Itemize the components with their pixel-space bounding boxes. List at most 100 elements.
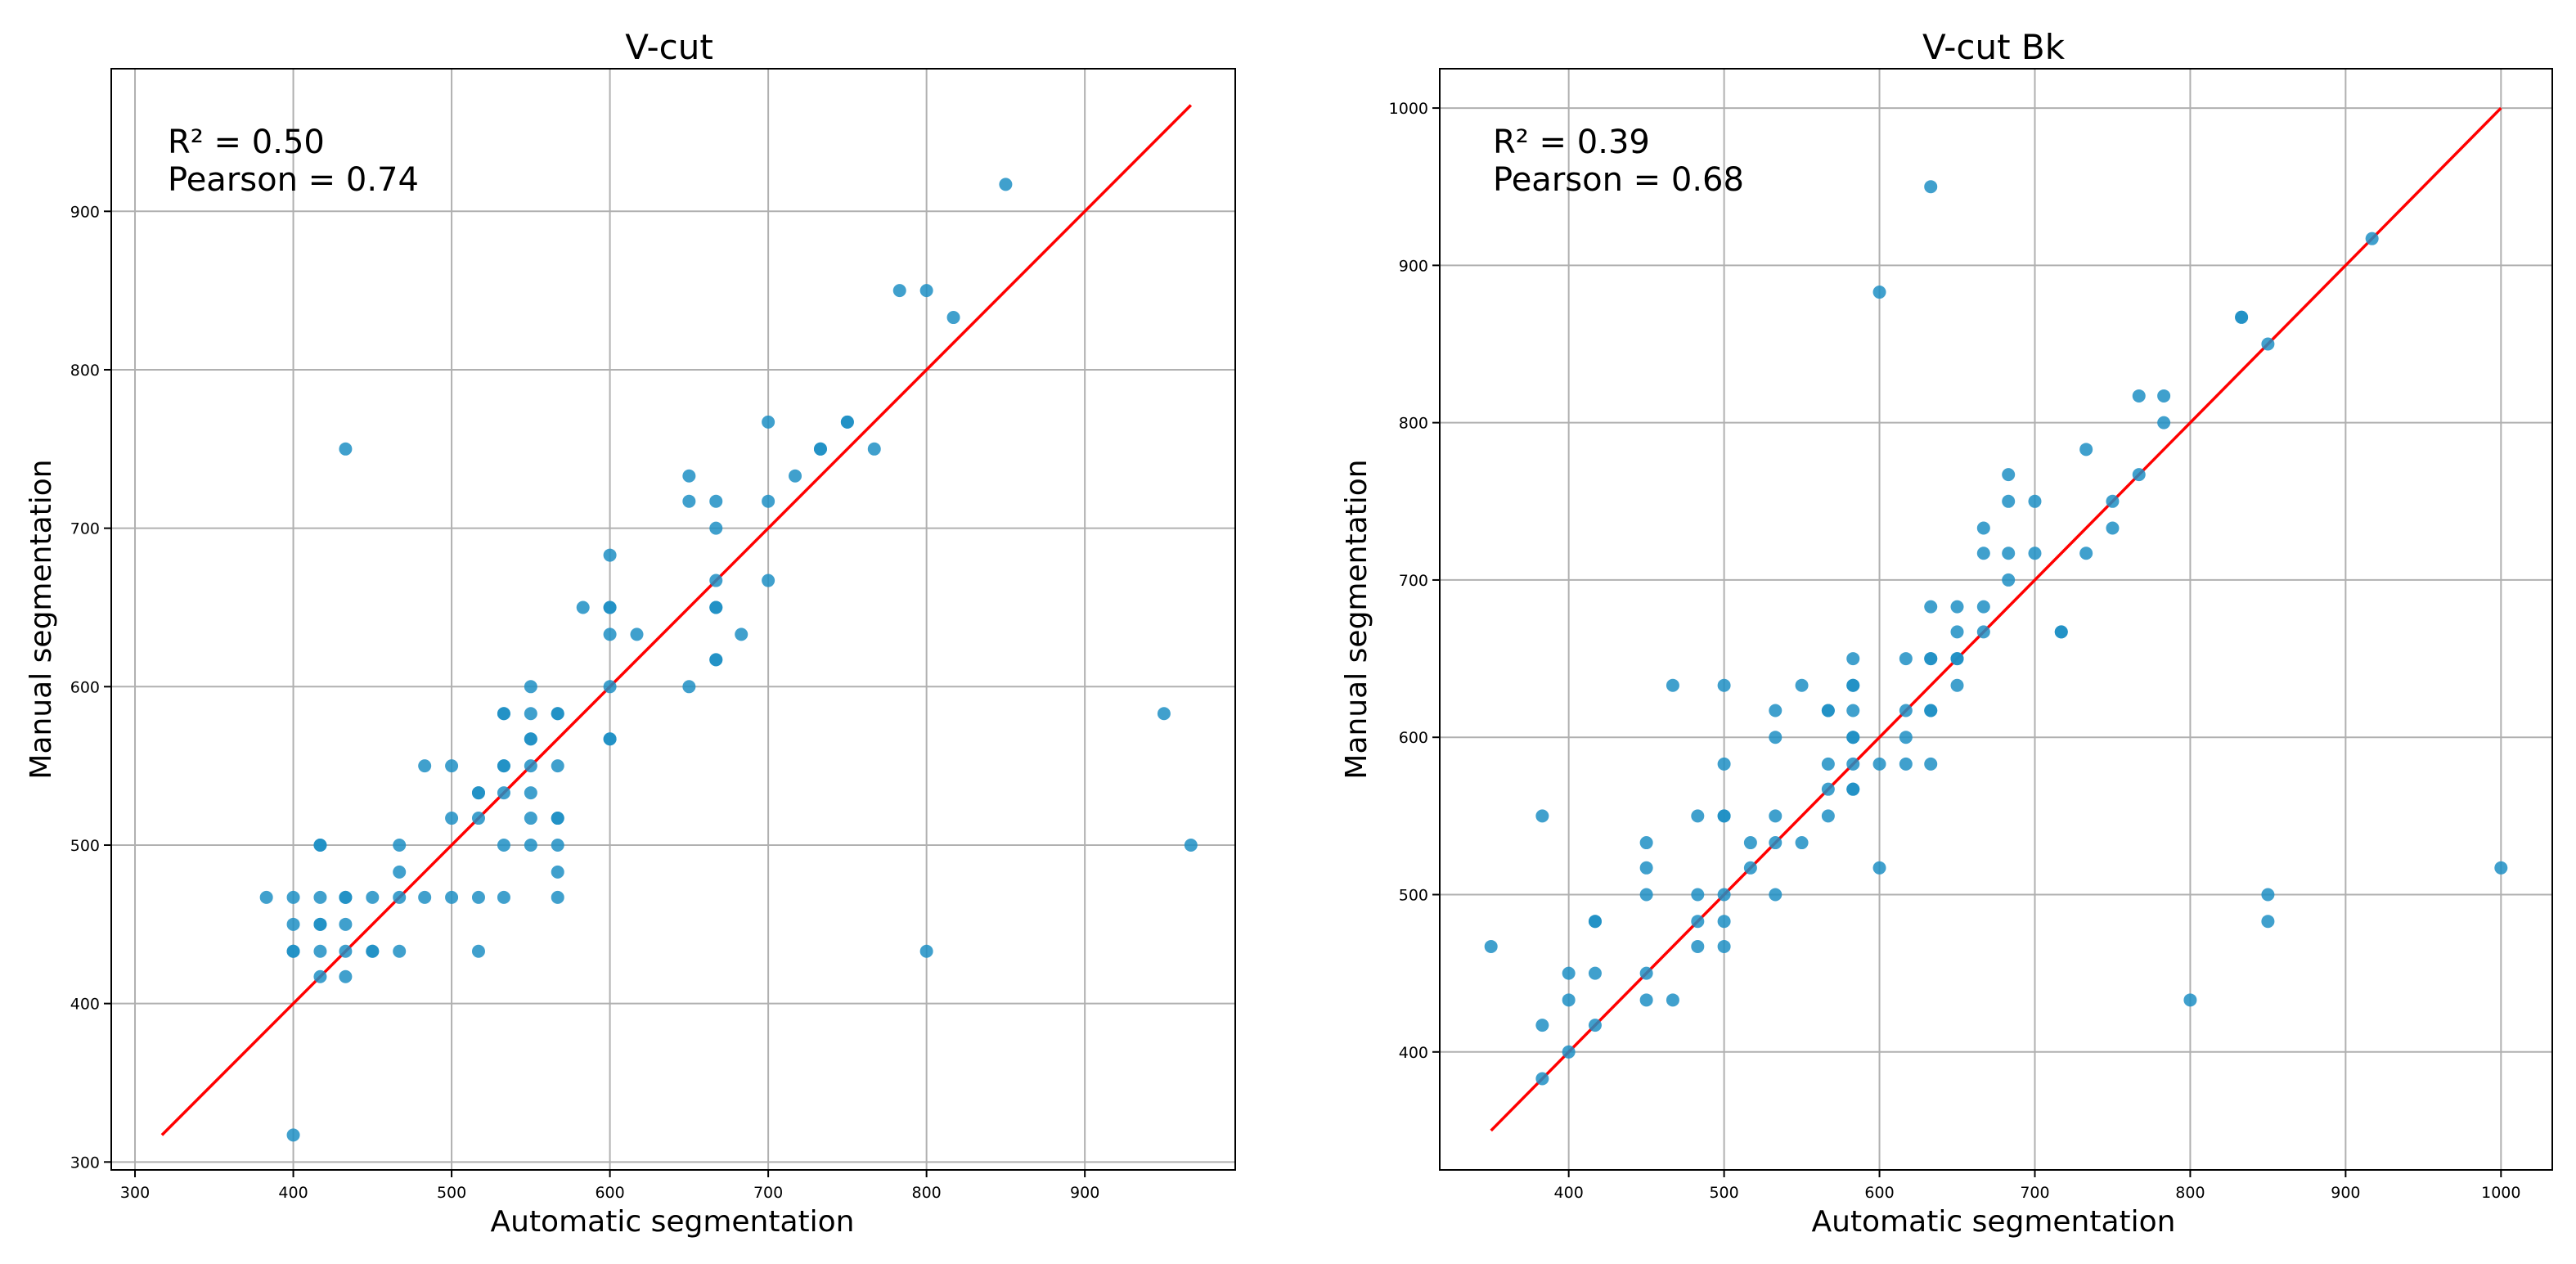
data-point	[286, 944, 300, 958]
x-tick-label: 400	[1554, 1184, 1584, 1202]
data-point	[1950, 652, 1964, 666]
data-point	[339, 890, 353, 904]
x-axis-label: Automatic segmentation	[1812, 1205, 2176, 1239]
data-point	[709, 601, 723, 614]
data-point	[1769, 731, 1783, 744]
data-point	[524, 680, 537, 694]
x-tick-label: 400	[278, 1184, 308, 1202]
data-point	[1184, 838, 1198, 852]
data-point	[1846, 704, 1860, 717]
chart-title: V-cut Bk	[1922, 27, 2066, 67]
data-point	[1872, 861, 1886, 875]
data-point	[946, 311, 960, 325]
data-point	[551, 707, 564, 721]
plot-area-frame	[1439, 68, 2553, 1171]
y-axis-label: Manual segmentation	[1340, 459, 1373, 779]
x-tick-label: 700	[753, 1184, 783, 1202]
x-tick-label: 300	[120, 1184, 150, 1202]
data-point	[1588, 966, 1602, 980]
data-point	[709, 574, 723, 587]
y-tick-label: 400	[70, 996, 100, 1014]
data-points	[259, 178, 1198, 1142]
data-point	[1846, 782, 1860, 796]
data-point	[1821, 809, 1835, 823]
data-point	[524, 707, 537, 721]
y-tick-label: 1000	[1389, 100, 1428, 118]
data-point	[603, 548, 617, 562]
data-point	[339, 944, 353, 958]
data-point	[762, 494, 775, 508]
data-point	[2261, 915, 2275, 929]
data-point	[1821, 782, 1835, 796]
data-point	[286, 890, 300, 904]
y-axis-ticks: 400 500 600 700 800 900 1000	[1389, 100, 1440, 1062]
data-point	[551, 890, 564, 904]
data-point	[366, 890, 380, 904]
data-point	[2261, 888, 2275, 902]
data-point	[1588, 1019, 1602, 1032]
data-point	[1846, 757, 1860, 771]
data-point	[313, 969, 327, 983]
grid-lines	[111, 69, 1235, 1170]
data-point	[1562, 1045, 1576, 1059]
x-tick-label: 600	[595, 1184, 624, 1202]
data-point	[1821, 704, 1835, 717]
data-point	[313, 917, 327, 931]
data-point	[1691, 888, 1705, 902]
plot-area-frame	[110, 68, 1236, 1171]
y-tick-label: 500	[70, 837, 100, 855]
data-point	[919, 284, 933, 298]
x-tick-label: 800	[2175, 1184, 2205, 1202]
data-point	[1899, 652, 1913, 666]
data-point	[1976, 600, 1990, 614]
data-point	[1821, 757, 1835, 771]
data-point	[1899, 704, 1913, 717]
data-point	[2235, 310, 2249, 324]
data-point	[2157, 416, 2171, 430]
data-point	[2106, 521, 2120, 535]
data-point	[2079, 547, 2093, 560]
data-point	[682, 469, 696, 483]
data-point	[1872, 286, 1886, 299]
y-tick-label: 300	[70, 1154, 100, 1172]
data-point	[1795, 836, 1809, 850]
data-point	[2132, 389, 2146, 403]
data-point	[682, 494, 696, 508]
data-point	[2183, 993, 2197, 1007]
x-tick-label: 900	[1070, 1184, 1099, 1202]
data-point	[1846, 678, 1860, 692]
data-point	[393, 944, 407, 958]
data-point	[1535, 809, 1549, 823]
data-point	[762, 415, 775, 429]
data-point	[313, 890, 327, 904]
data-point	[1743, 861, 1757, 875]
data-point	[2002, 547, 2016, 560]
data-point	[2028, 547, 2042, 560]
data-point	[1717, 915, 1731, 929]
data-point	[2028, 494, 2042, 508]
x-tick-label: 500	[1709, 1184, 1738, 1202]
x-tick-label: 700	[2020, 1184, 2049, 1202]
y-tick-label: 700	[1399, 572, 1428, 590]
data-point	[497, 759, 510, 773]
data-point	[2365, 232, 2379, 245]
data-point	[709, 494, 723, 508]
data-point	[524, 732, 537, 746]
chart-panel-v-cut: V-cut 300 400 500 600 700 800 900 300 400 500 600…	[25, 27, 1236, 1239]
data-point	[1535, 1019, 1549, 1032]
data-point	[286, 1128, 300, 1142]
data-point	[1769, 704, 1783, 717]
data-point	[497, 707, 510, 721]
data-point	[709, 653, 723, 667]
data-point	[524, 759, 537, 773]
data-point	[1872, 757, 1886, 771]
data-point	[339, 969, 353, 983]
data-point	[919, 944, 933, 958]
data-point	[2132, 468, 2146, 482]
data-point	[1639, 966, 1653, 980]
data-point	[2157, 389, 2171, 403]
data-point	[1691, 809, 1705, 823]
data-point	[840, 415, 854, 429]
data-point	[576, 601, 590, 614]
data-point	[1691, 915, 1705, 929]
